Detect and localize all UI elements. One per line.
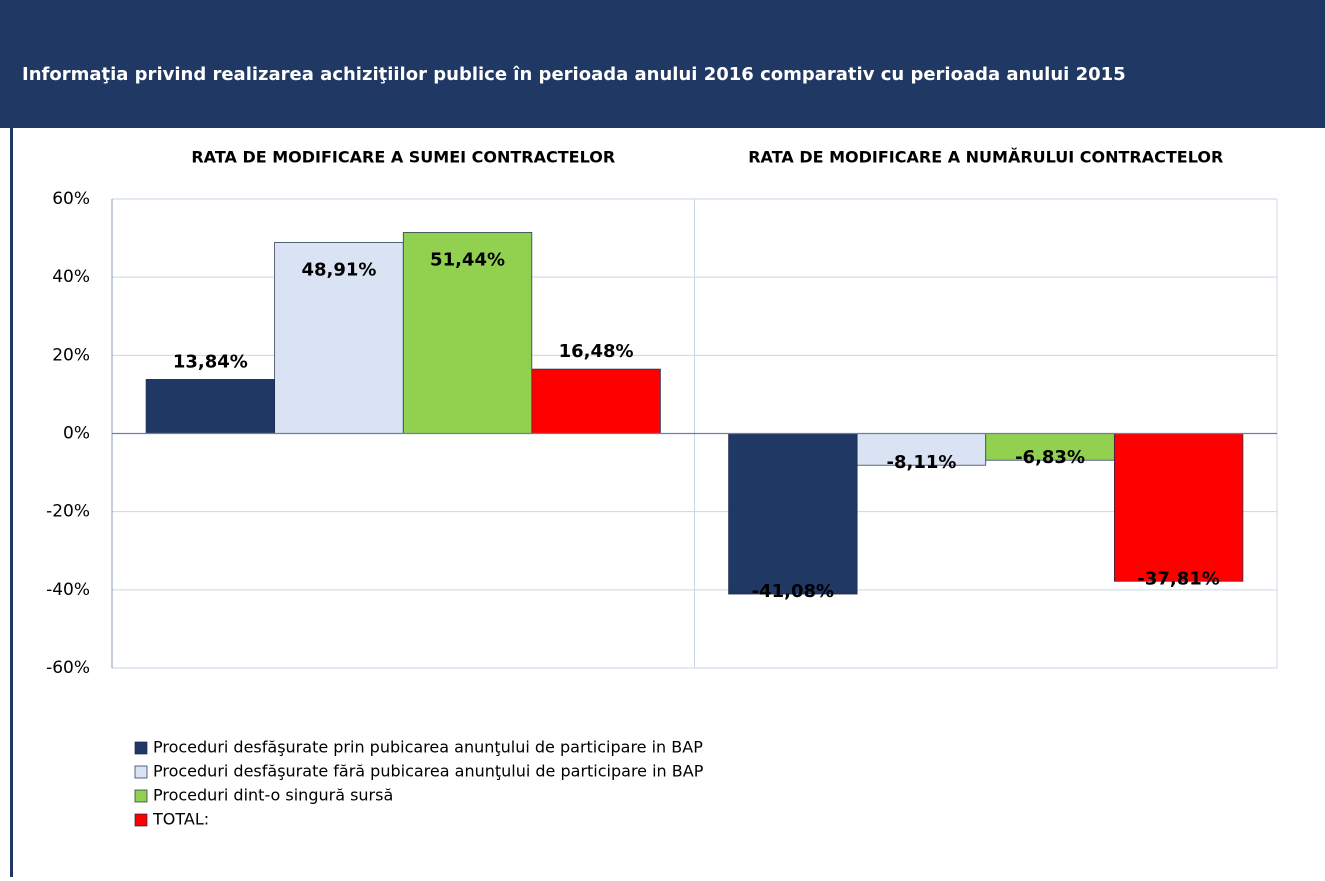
legend-label: Proceduri desfăşurate fără pubicarea anu… (153, 762, 704, 781)
category-title: RATA DE MODIFICARE A SUMEI CONTRACTELOR (191, 148, 615, 167)
bar (402, 232, 533, 434)
y-tick-label: -20% (46, 502, 90, 522)
bar (274, 241, 404, 434)
data-label: 13,84% (173, 351, 248, 372)
y-tick-label: 60% (52, 189, 90, 209)
y-tick-label: -40% (46, 580, 90, 600)
legend-label: TOTAL: (152, 810, 209, 829)
data-label: -41,08% (752, 581, 834, 602)
chart-title: Informaţia privind realizarea achiziţiil… (22, 64, 1126, 85)
y-tick-label: 40% (52, 267, 90, 287)
bar (985, 433, 1115, 461)
legend-swatch (134, 789, 148, 803)
legend-swatch (134, 765, 148, 779)
y-tick-label: 0% (63, 424, 90, 444)
data-label: 51,44% (430, 249, 505, 270)
data-label: -8,11% (886, 452, 956, 473)
bar (531, 368, 661, 434)
bar (856, 433, 987, 466)
y-tick-label: -60% (46, 658, 90, 678)
category-title: RATA DE MODIFICARE A NUMĂRULUI CONTRACTE… (748, 148, 1223, 167)
legend-label: Proceduri desfăşurate prin pubicarea anu… (153, 738, 703, 757)
legend-label: Proceduri dint-o singură sursă (153, 786, 393, 805)
header-banner (0, 0, 1325, 128)
legend-swatch (134, 813, 148, 827)
y-tick-label: 20% (52, 345, 90, 365)
bar (1113, 433, 1244, 582)
data-label: -6,83% (1015, 447, 1085, 468)
bar (728, 433, 858, 595)
data-label: -37,81% (1137, 568, 1219, 589)
data-label: 48,91% (301, 259, 376, 280)
bar (145, 379, 276, 434)
data-label: 16,48% (559, 341, 634, 362)
left-border (10, 128, 13, 877)
legend-swatch (134, 741, 148, 755)
